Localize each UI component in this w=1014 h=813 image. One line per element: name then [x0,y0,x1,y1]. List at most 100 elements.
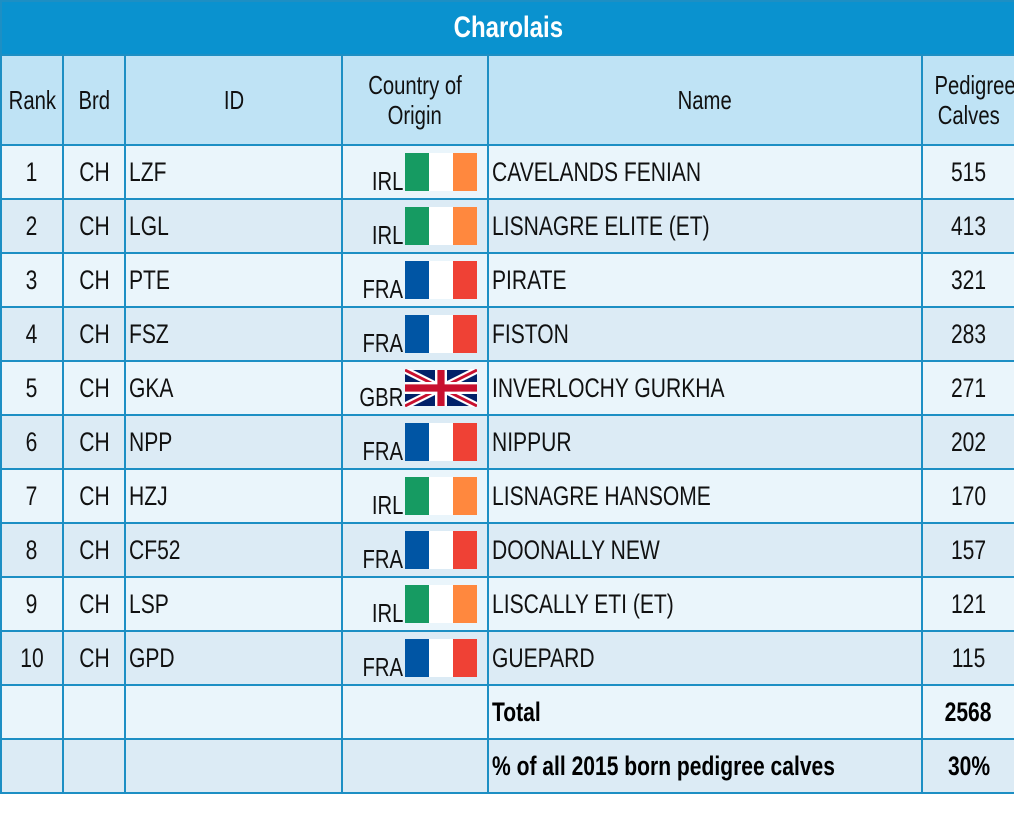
charolais-table: Charolais Rank Brd ID Country of Origin N… [0,0,1014,794]
country-cell: FRA [341,522,489,578]
table-row: 10 CH GPD FRA GUEPARD 115 [0,630,1014,686]
rank-cell: 7 [0,468,64,524]
france-flag-icon [405,315,477,353]
france-flag-icon [405,261,477,299]
brd-cell: CH [62,630,126,686]
name-cell: FISTON [487,306,923,362]
rank-cell: 1 [0,144,64,200]
calves-cell: 283 [920,306,1014,362]
country-code: IRL [371,166,404,196]
rank-cell: 2 [0,198,64,254]
country-code: IRL [371,598,404,628]
country-cell: GBR [341,360,489,416]
rank-cell: 10 [0,630,64,686]
country-code: FRA [362,436,404,466]
percent-row: % of all 2015 born pedigree calves 30% [0,738,1014,794]
calves-cell: 115 [920,630,1014,686]
calves-cell: 202 [920,414,1014,470]
country-cell: FRA [341,630,489,686]
ireland-flag-icon [405,477,477,515]
calves-cell: 271 [920,360,1014,416]
country-code: FRA [362,544,404,574]
id-cell: NPP [124,414,343,470]
name-cell: LISNAGRE ELITE (ET) [487,198,923,254]
calves-cell: 321 [920,252,1014,308]
table-row: 9 CH LSP IRL LISCALLY ETI (ET) 121 [0,576,1014,632]
table-row: 1 CH LZF IRL CAVELANDS FENIAN 515 [0,144,1014,200]
calves-cell: 515 [920,144,1014,200]
name-cell: LISNAGRE HANSOME [487,468,923,524]
id-cell: GKA [124,360,343,416]
id-cell: GPD [124,630,343,686]
country-cell: IRL [341,576,489,632]
name-cell: GUEPARD [487,630,923,686]
name-cell: CAVELANDS FENIAN [487,144,923,200]
brd-cell: CH [62,360,126,416]
percent-value: 30% [920,738,1014,794]
id-cell: FSZ [124,306,343,362]
rank-cell: 4 [0,306,64,362]
name-cell: LISCALLY ETI (ET) [487,576,923,632]
country-code: IRL [371,490,404,520]
id-cell: LZF [124,144,343,200]
id-cell: LSP [124,576,343,632]
brd-cell: CH [62,576,126,632]
uk-flag-icon [403,366,479,410]
rank-cell: 6 [0,414,64,470]
ireland-flag-icon [405,153,477,191]
france-flag-icon [405,639,477,677]
id-cell: LGL [124,198,343,254]
id-cell: CF52 [124,522,343,578]
country-cell: FRA [341,414,489,470]
table-row: 3 CH PTE FRA PIRATE 321 [0,252,1014,308]
table-title-bar: Charolais [0,0,1014,56]
brd-cell: CH [62,144,126,200]
rank-cell: 9 [0,576,64,632]
country-code: FRA [362,652,404,682]
table-row: 7 CH HZJ IRL LISNAGRE HANSOME 170 [0,468,1014,524]
brd-cell: CH [62,306,126,362]
total-label: Total [487,684,923,740]
table-title: Charolais [453,11,563,44]
country-cell: IRL [341,144,489,200]
country-code: FRA [362,328,404,358]
france-flag-icon [405,531,477,569]
calves-cell: 121 [920,576,1014,632]
percent-label: % of all 2015 born pedigree calves [487,738,923,794]
name-cell: NIPPUR [487,414,923,470]
header-pedigree-calves: Pedigree Calves [920,54,1014,146]
country-code: IRL [371,220,404,250]
total-row: Total 2568 [0,684,1014,740]
header-id: ID [124,54,343,146]
total-value: 2568 [920,684,1014,740]
table-row: 2 CH LGL IRL LISNAGRE ELITE (ET) 413 [0,198,1014,254]
calves-cell: 170 [920,468,1014,524]
header-rank: Rank [0,54,64,146]
rank-cell: 8 [0,522,64,578]
country-cell: FRA [341,306,489,362]
name-cell: DOONALLY NEW [487,522,923,578]
brd-cell: CH [62,468,126,524]
header-row: Rank Brd ID Country of Origin Name Pedigr… [0,54,1014,146]
brd-cell: CH [62,252,126,308]
brd-cell: CH [62,414,126,470]
country-cell: IRL [341,198,489,254]
table-body: 1 CH LZF IRL CAVELANDS FENIAN 515 2 CH LGL IRL L… [0,144,1014,794]
calves-cell: 157 [920,522,1014,578]
table-row: 5 CH GKA GBR INVERLOCHY GURKHA 271 [0,360,1014,416]
ireland-flag-icon [405,207,477,245]
id-cell: PTE [124,252,343,308]
id-cell: HZJ [124,468,343,524]
table-row: 8 CH CF52 FRA DOONALLY NEW 157 [0,522,1014,578]
france-flag-icon [405,423,477,461]
calves-cell: 413 [920,198,1014,254]
country-code: GBR [359,382,404,412]
header-brd: Brd [62,54,126,146]
brd-cell: CH [62,198,126,254]
country-cell: FRA [341,252,489,308]
header-country: Country of Origin [341,54,489,146]
ireland-flag-icon [405,585,477,623]
country-code: FRA [362,274,404,304]
rank-cell: 3 [0,252,64,308]
